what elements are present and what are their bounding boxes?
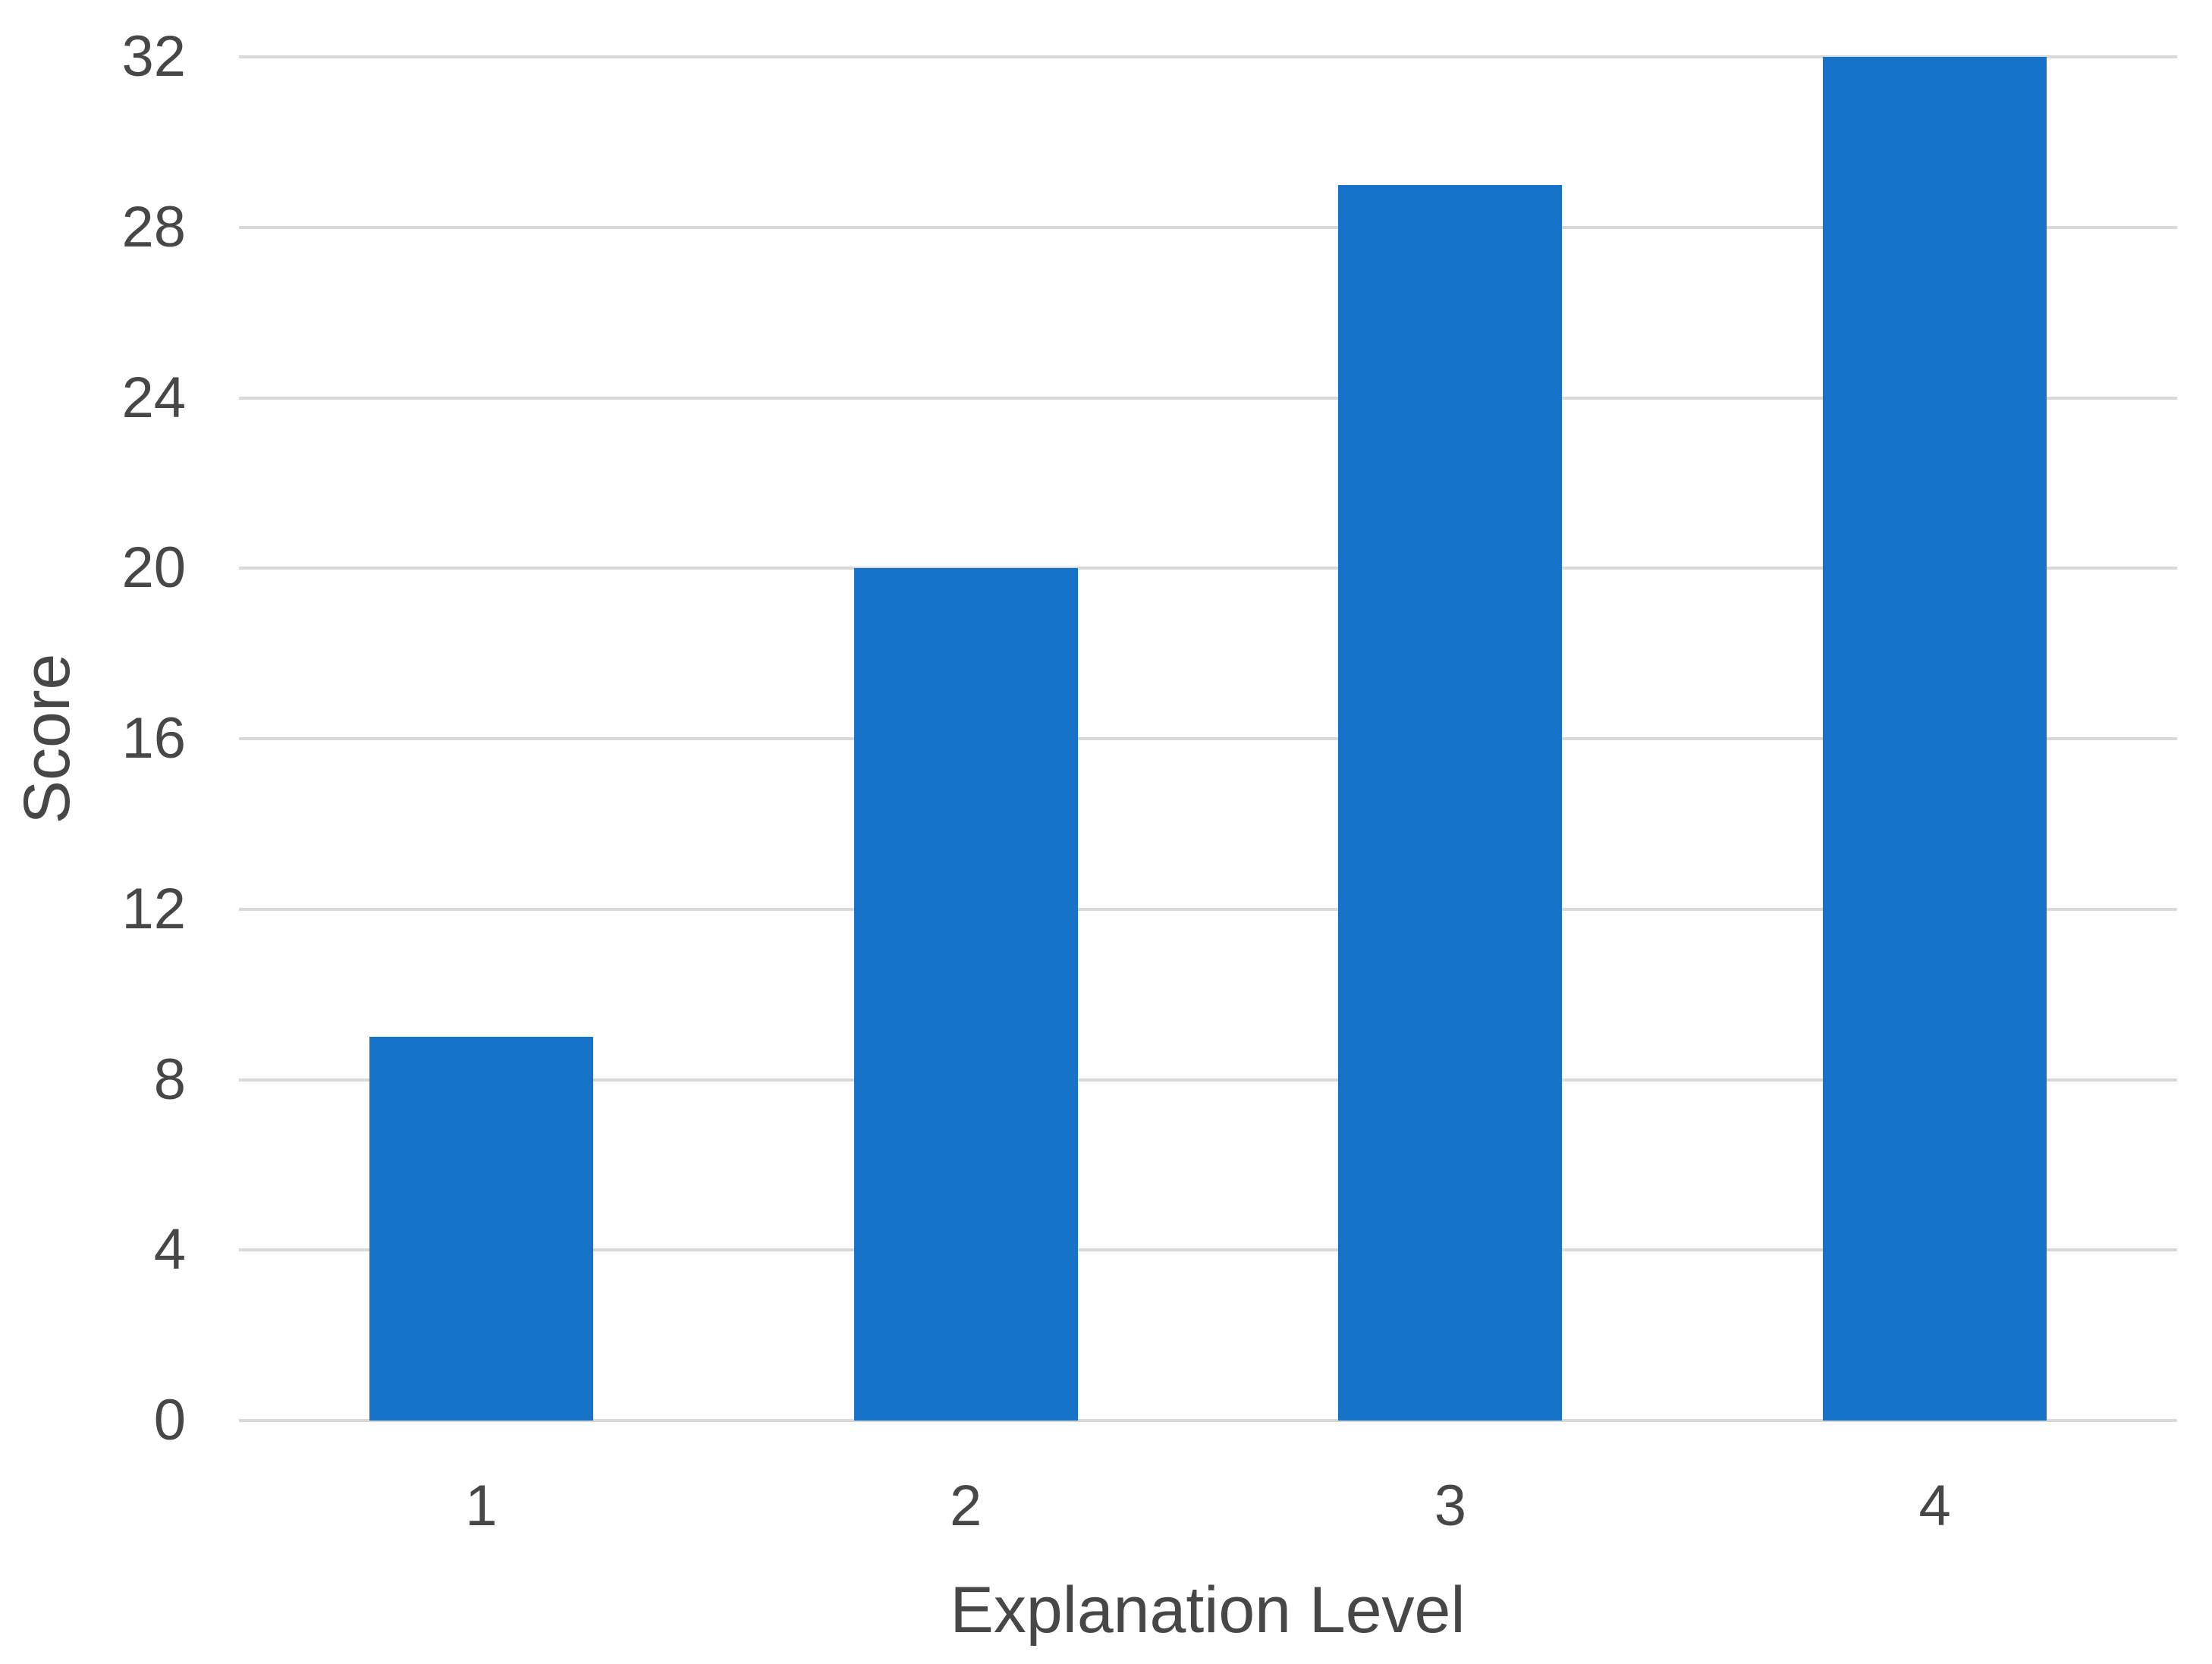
y-axis-tick-label: 0 <box>153 1388 186 1452</box>
gridline <box>239 567 2177 570</box>
x-axis-tick-label: 3 <box>1434 1474 1467 1538</box>
bar <box>1823 57 2047 1421</box>
y-axis-tick-label: 4 <box>153 1217 186 1283</box>
gridline <box>239 1078 2177 1082</box>
gridline <box>239 737 2177 740</box>
x-axis-tick-label: 2 <box>949 1474 982 1538</box>
y-axis-tick-label: 20 <box>121 535 186 601</box>
gridline <box>239 225 2177 229</box>
plot-area <box>239 55 2177 1422</box>
y-axis-tick-label: 8 <box>153 1047 186 1112</box>
gridline <box>239 907 2177 911</box>
bar <box>369 1037 593 1421</box>
gridline <box>239 1419 2177 1422</box>
x-axis-tick-label: 4 <box>1918 1474 1951 1538</box>
y-axis-tick-label: 28 <box>121 194 186 259</box>
y-axis-tick-label: 32 <box>121 24 186 89</box>
x-axis-tick-label: 1 <box>465 1474 498 1538</box>
bar <box>853 568 1078 1421</box>
x-axis-title: Explanation Level <box>950 1574 1466 1647</box>
bar <box>1338 184 1563 1421</box>
y-axis-tick-label: 16 <box>121 706 186 771</box>
gridline <box>239 396 2177 400</box>
y-axis-tick-label: 24 <box>121 365 186 430</box>
y-axis-tick-label: 12 <box>121 876 186 941</box>
gridline <box>239 55 2177 58</box>
gridline <box>239 1248 2177 1252</box>
